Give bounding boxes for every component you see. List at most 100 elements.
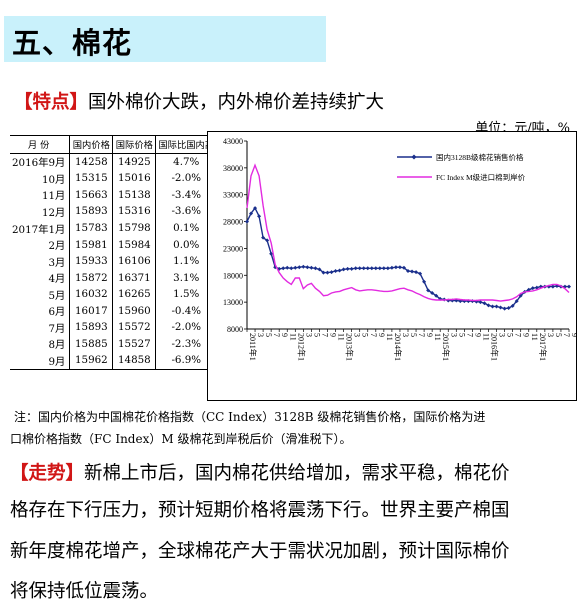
- x-tick-label: 7: [417, 333, 426, 337]
- price-table: 月 份 国内价格 国际价格 国际比国内高 2016年9月 14258 14925 4.…: [10, 135, 217, 370]
- data-point: [317, 267, 322, 272]
- data-point: [530, 286, 535, 291]
- y-tick-label: 18000: [223, 271, 243, 280]
- data-point: [550, 284, 555, 289]
- data-point: [333, 268, 338, 273]
- data-point: [486, 303, 491, 308]
- table-row: 6月 16017 15960 -0.4%: [10, 302, 217, 320]
- cell-month: 6月: [48, 306, 66, 319]
- x-tick-label: 5: [506, 333, 515, 337]
- data-point: [297, 265, 302, 270]
- data-point: [482, 301, 487, 306]
- table-row: 11月 15663 15138 -3.4%: [10, 186, 217, 204]
- cell-international: 16265: [112, 285, 156, 303]
- cell-international: 15572: [112, 319, 156, 336]
- cell-month: 4月: [48, 273, 66, 286]
- data-point: [337, 268, 342, 273]
- data-point: [293, 265, 298, 270]
- x-tick-label: 2011年1: [248, 333, 258, 361]
- cell-difference: 0.0%: [155, 236, 217, 253]
- data-point: [265, 238, 270, 243]
- x-tick-label: 7: [369, 333, 378, 337]
- data-point: [353, 266, 358, 271]
- data-point: [285, 265, 290, 270]
- data-point: [245, 219, 249, 224]
- table-row: 7月 15893 15572 -2.0%: [10, 319, 217, 336]
- trend-line-3: 新年度棉花增产，全球棉花产大于需状况加剧，预计国际棉价: [10, 541, 510, 562]
- cell-domestic: 15663: [69, 186, 113, 204]
- x-tick-label: 2014年1: [393, 333, 403, 361]
- cell-international: 15316: [112, 203, 156, 220]
- cell-international: 15960: [112, 302, 156, 320]
- legend-marker: [411, 154, 417, 160]
- cell-domestic: 15872: [69, 269, 113, 286]
- x-tick-label: 2016年1: [490, 333, 500, 361]
- cell-international: 14858: [112, 352, 156, 370]
- y-tick-label: 8000: [227, 325, 243, 334]
- table-header-row: 月 份 国内价格 国际价格 国际比国内高: [10, 135, 217, 154]
- x-tick-label: 9: [425, 333, 434, 337]
- series-line-international: [246, 163, 570, 302]
- cell-month: 12月: [41, 206, 66, 219]
- x-tick-label: 9: [522, 333, 531, 337]
- x-tick-label: 5: [457, 333, 466, 337]
- data-point: [381, 266, 386, 271]
- trend-text-1: 新棉上市后，国内棉花供给增加，需求平稳，棉花价: [84, 463, 510, 484]
- cell-domestic: 15962: [69, 352, 113, 370]
- cell-month: 7月: [48, 322, 66, 335]
- data-point: [490, 304, 495, 309]
- cell-difference: -3.4%: [155, 186, 217, 204]
- trend-line-1: 【走势】新棉上市后，国内棉花供给增加，需求平稳，棉花价: [10, 459, 510, 485]
- data-point: [562, 284, 567, 289]
- table-row: 2月 15981 15984 0.0%: [10, 236, 217, 253]
- cell-domestic: 15315: [69, 170, 113, 187]
- table-row: 9月 15962 14858 -6.9%: [10, 352, 217, 370]
- x-tick-label: 9: [473, 333, 482, 337]
- x-tick-label: 9: [329, 333, 338, 337]
- section-title: 五、棉花: [12, 26, 133, 60]
- data-point: [321, 270, 326, 275]
- data-point: [414, 270, 419, 275]
- x-tick-label: 3: [546, 333, 555, 337]
- cell-international: 16106: [112, 252, 156, 270]
- x-tick-label: 5: [409, 333, 418, 337]
- cell-international: 15527: [112, 335, 156, 353]
- data-point: [510, 303, 515, 308]
- x-tick-label: 11: [530, 333, 539, 341]
- data-point: [418, 271, 423, 276]
- data-point: [514, 299, 519, 304]
- header-difference: 国际比国内高: [155, 135, 217, 154]
- y-tick-label: 43000: [223, 137, 243, 146]
- feature-tag: 【特点】: [14, 92, 89, 113]
- x-tick-label: 7: [272, 333, 281, 337]
- data-point: [406, 268, 410, 273]
- data-point: [478, 300, 483, 305]
- data-point: [289, 266, 294, 271]
- data-point: [422, 279, 427, 284]
- cell-difference: 3.1%: [155, 269, 217, 286]
- table-row: 2016年9月 14258 14925 4.7%: [10, 153, 217, 171]
- data-point: [498, 305, 503, 310]
- data-point: [261, 235, 266, 240]
- data-point: [365, 266, 370, 271]
- data-point: [385, 266, 390, 271]
- cell-domestic: 15981: [69, 236, 113, 253]
- cell-international: 15984: [112, 236, 156, 253]
- header-international: 国际价格: [112, 135, 156, 154]
- trend-line-2: 格存在下行压力，预计短期价格将震荡下行。世界主要产棉国: [10, 500, 510, 521]
- data-point: [329, 270, 334, 275]
- table-row: 2017年1月 15783 15798 0.1%: [10, 219, 217, 237]
- data-point: [341, 267, 346, 272]
- x-tick-label: 7: [514, 333, 523, 337]
- data-point: [301, 264, 306, 269]
- cell-international: 15016: [112, 170, 156, 187]
- cell-month: 2016年9月: [12, 157, 66, 170]
- cell-international: 15138: [112, 186, 156, 204]
- x-tick-label: 3: [498, 333, 507, 337]
- cell-difference: -2.3%: [155, 335, 217, 353]
- x-tick-label: 5: [264, 333, 273, 337]
- x-tick-label: 5: [312, 333, 321, 337]
- data-point: [538, 284, 543, 289]
- feature-line: 【特点】国外棉价大跌，内外棉价差持续扩大: [14, 88, 384, 114]
- data-point: [502, 306, 507, 311]
